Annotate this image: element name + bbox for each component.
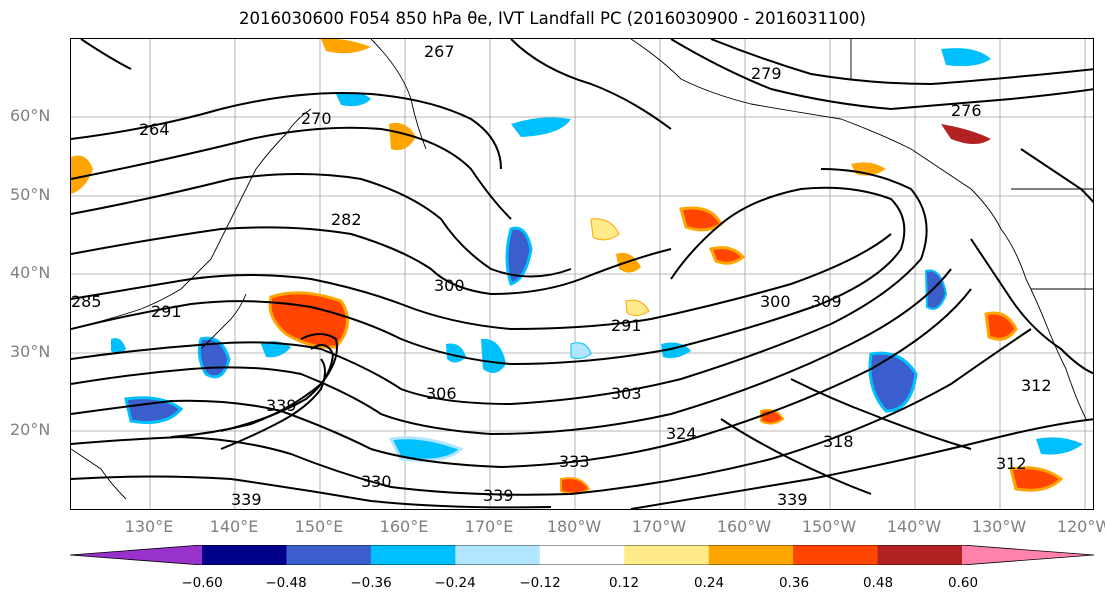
contour-label: 270	[301, 109, 332, 128]
colorbar-tick-label: 0.60	[947, 575, 979, 591]
contour-label: 282	[331, 210, 362, 229]
contour-label: 309	[811, 292, 842, 311]
colorbar-segment	[624, 545, 710, 565]
longitude-label: 160°W	[716, 517, 772, 536]
colorbar-segment	[539, 545, 625, 565]
contour-label: 339	[777, 490, 808, 509]
contour-label: 291	[611, 316, 642, 335]
colorbar-tick-label: −0.36	[350, 575, 392, 591]
contour-label: 264	[139, 120, 170, 139]
longitude-label: 130°E	[124, 517, 174, 536]
colorbar-segment	[877, 545, 963, 565]
map-title: 2016030600 F054 850 hPa θe, IVT Landfall…	[239, 9, 866, 28]
longitude-label: 150°E	[294, 517, 344, 536]
contour-label: 318	[823, 432, 854, 451]
colorbar-tick-label: 0.48	[862, 575, 894, 591]
contour-label: 300	[434, 276, 465, 295]
colorbar-segment	[708, 545, 794, 565]
latitude-label: 60°N	[10, 106, 51, 125]
colorbar-extend-high	[962, 545, 1094, 565]
contour-label: 276	[951, 101, 982, 120]
contour-label: 303	[611, 384, 642, 403]
longitude-label: 160°E	[379, 517, 429, 536]
longitude-label: 170°W	[631, 517, 687, 536]
colorbar-tick-label: −0.12	[519, 575, 561, 591]
colorbar	[70, 545, 1094, 565]
longitude-label: 170°E	[464, 517, 514, 536]
theta-e-contours	[71, 39, 1093, 509]
map-panel: 267 264 270 282 300 291 300 309 306 303 …	[70, 38, 1094, 510]
colorbar-segments	[70, 545, 1094, 565]
contour-label: 312	[1021, 376, 1052, 395]
contour-label: 285	[71, 292, 102, 311]
colorbar-tick-label: −0.60	[181, 575, 223, 591]
graticule	[71, 39, 1093, 509]
map-canvas: 267 264 270 282 300 291 300 309 306 303 …	[71, 39, 1093, 509]
contour-label: 339	[266, 396, 297, 415]
latitude-label: 20°N	[10, 420, 51, 439]
contour-label: 267	[424, 42, 455, 61]
coastlines	[71, 39, 1093, 500]
colorbar-tick-label: 0.12	[608, 575, 640, 591]
contour-label: 291	[151, 302, 182, 321]
contour-label: 279	[751, 64, 782, 83]
colorbar-tick-label: 0.36	[778, 575, 810, 591]
latitude-label: 50°N	[10, 185, 51, 204]
contour-label: 306	[426, 384, 457, 403]
colorbar-segment	[793, 545, 879, 565]
contour-label: 339	[483, 486, 514, 505]
contour-label: 330	[361, 472, 392, 491]
colorbar-segment	[202, 545, 287, 565]
longitude-label: 150°W	[801, 517, 857, 536]
colorbar-tick-label: 0.24	[693, 575, 725, 591]
longitude-label: 120°W	[1056, 517, 1105, 536]
longitude-label: 140°E	[209, 517, 259, 536]
contour-label: 312	[996, 454, 1027, 473]
colorbar-segment	[286, 545, 372, 565]
contour-label: 300	[760, 292, 791, 311]
contour-labels: 267 264 270 282 300 291 300 309 306 303 …	[71, 42, 1052, 509]
contour-label: 324	[666, 424, 697, 443]
latitude-label: 30°N	[10, 342, 51, 361]
colorbar-extend-low	[70, 545, 202, 565]
colorbar-segment	[455, 545, 541, 565]
contour-label: 333	[559, 452, 590, 471]
longitude-label: 140°W	[886, 517, 942, 536]
contour-label: 339	[231, 490, 262, 509]
ivt-anomaly-patches	[71, 39, 1083, 495]
latitude-label: 40°N	[10, 263, 51, 282]
colorbar-tick-label: −0.48	[265, 575, 307, 591]
colorbar-tick-label: −0.24	[434, 575, 476, 591]
longitude-label: 180°W	[546, 517, 602, 536]
colorbar-segment	[370, 545, 456, 565]
longitude-label: 130°W	[971, 517, 1027, 536]
